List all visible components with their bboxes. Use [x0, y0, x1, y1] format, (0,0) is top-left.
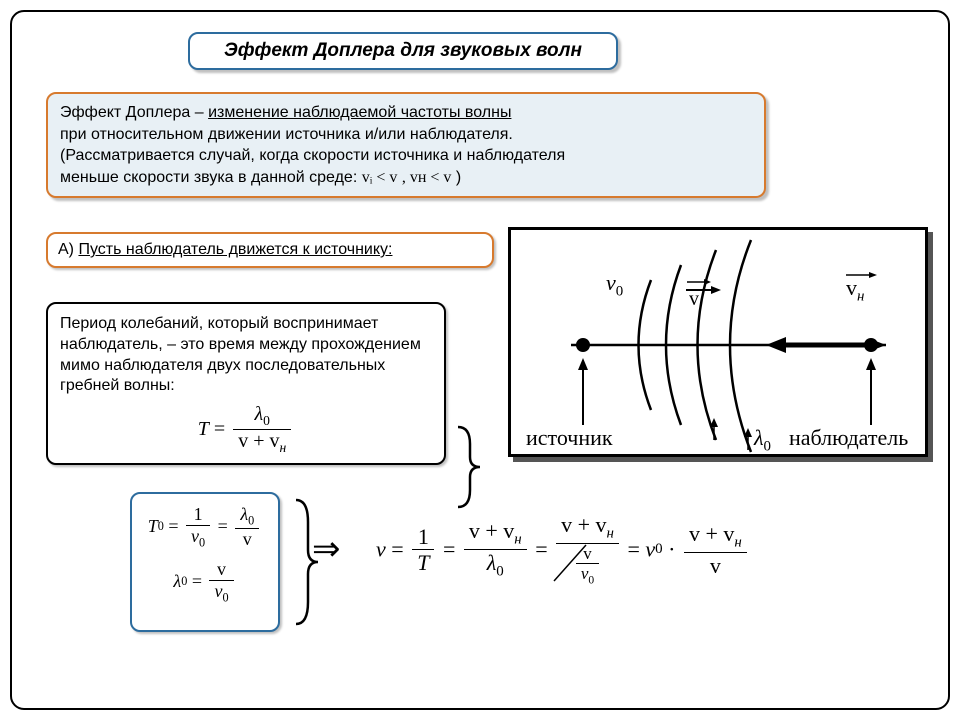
rnAs: н — [514, 532, 521, 548]
rdAs: 0 — [496, 563, 503, 579]
cond1: vᵢ < v — [362, 169, 398, 186]
def-underline: изменение наблюдаемой частоты волны — [208, 104, 511, 121]
rnB: v + v — [561, 512, 606, 537]
T0: T — [148, 516, 158, 536]
observer-label: наблюдатель — [789, 425, 908, 451]
def-lead: Эффект Доплера — [60, 104, 190, 121]
period-frac: λ0 v + vн — [233, 403, 291, 455]
d3s: 0 — [222, 591, 228, 605]
vnts: н — [857, 288, 864, 304]
aux-row1: T0 = 1ν0 = λ0v — [138, 504, 272, 549]
vn-label: vн — [846, 275, 864, 305]
aux-box: T0 = 1ν0 = λ0v λ0 = vν0 — [130, 492, 280, 632]
nu: ν — [376, 536, 386, 561]
cond-comma: , — [402, 169, 410, 186]
result-formula: ⇒ ν = 1T = v + vн λ0 = v + vн v ν0 = ν0 … — [312, 512, 932, 652]
rdA: λ — [487, 550, 497, 575]
den: v + v — [238, 430, 279, 452]
T-var: T — [198, 418, 209, 440]
vnt: v — [846, 275, 857, 300]
dot: · — [668, 536, 681, 561]
cond2: vн < v — [410, 169, 452, 186]
n1: 1 — [186, 504, 210, 526]
lambda: λ — [254, 403, 263, 425]
lamts: 0 — [764, 438, 771, 454]
eq: = — [214, 418, 230, 440]
rn1: 1 — [412, 524, 434, 550]
lambda0-label: λ0 — [754, 425, 771, 455]
def-rest3: меньше скорости звука в данной среде: — [60, 169, 357, 186]
period-text: Период колебаний, который воспринимает н… — [60, 315, 421, 394]
def-close: ) — [456, 169, 461, 186]
n2s: 0 — [248, 514, 254, 528]
rnCs: н — [734, 534, 741, 550]
def-rest1: при относительном движении источника и/и… — [60, 126, 513, 143]
rd1: T — [412, 550, 434, 575]
wave-diagram: ν0 v vн источник наблюдатель λ0 — [508, 227, 928, 457]
d1s: 0 — [199, 535, 205, 549]
req4: = — [627, 536, 645, 561]
slash-icon — [550, 541, 590, 585]
T0sub: 0 — [158, 519, 164, 533]
n2a: λ — [240, 504, 248, 524]
d2: v — [235, 529, 259, 550]
title-text: Эффект Доплера для звуковых волн — [224, 40, 582, 61]
eq3: = — [192, 572, 207, 592]
rdC: v — [684, 553, 747, 578]
brace-icon — [452, 422, 482, 512]
eq2: = — [218, 516, 233, 536]
case-under: Пусть наблюдатель движется к источнику: — [78, 241, 392, 258]
nu0: ν — [645, 536, 655, 561]
n3: v — [209, 559, 233, 581]
title-box: Эффект Доплера для звуковых волн — [188, 32, 618, 70]
req2: = — [443, 536, 461, 561]
d1a: ν — [191, 526, 199, 546]
dash: – — [195, 104, 208, 121]
slide-frame: Эффект Доплера для звуковых волн Эффект … — [10, 10, 950, 710]
nu0ts: 0 — [616, 283, 623, 299]
aux-row2: λ0 = vν0 — [138, 559, 272, 604]
nu0-label: ν0 — [606, 270, 623, 300]
vt: v — [689, 288, 699, 310]
lams: 0 — [181, 575, 187, 589]
lamt: λ — [754, 425, 764, 450]
def-rest2: (Рассматривается случай, когда скорости … — [60, 147, 565, 164]
eq1: = — [168, 516, 183, 536]
req1: = — [391, 536, 409, 561]
rnC: v + v — [689, 521, 734, 546]
period-formula: T = λ0 v + vн — [60, 403, 432, 455]
nu0t: ν — [606, 270, 616, 295]
definition-box: Эффект Доплера – изменение наблюдаемой ч… — [46, 92, 766, 198]
case-a-box: А) Пусть наблюдатель движется к источник… — [46, 232, 494, 268]
implies-arrow: ⇒ — [312, 531, 341, 568]
den-sub: н — [279, 440, 286, 455]
period-box: Период колебаний, который воспринимает н… — [46, 302, 446, 465]
nu0s: 0 — [655, 541, 662, 557]
v-label: v — [689, 288, 699, 311]
case-label: А) — [58, 241, 78, 258]
source-label: источник — [526, 425, 613, 451]
rnA: v + v — [469, 518, 514, 543]
lambda-sub: 0 — [263, 413, 270, 428]
rnBs: н — [607, 525, 614, 541]
